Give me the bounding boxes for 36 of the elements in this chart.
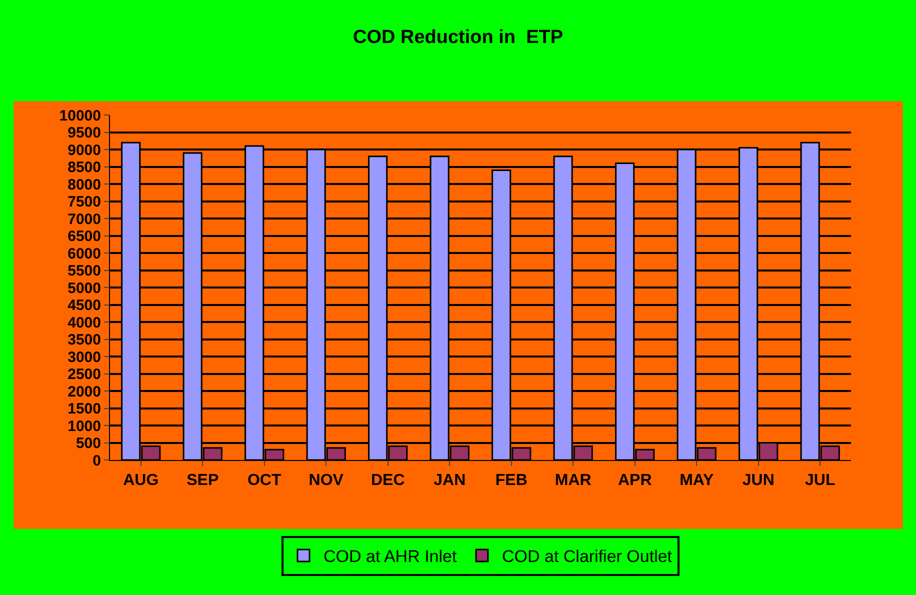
legend-label: COD at AHR Inlet [324,547,457,566]
y-tick-label: 3500 [68,332,101,348]
y-tick-label: 5500 [68,262,101,280]
x-tick-label: FEB [495,472,528,490]
x-tick-label: MAY [680,472,714,490]
y-tick-label: 6000 [68,245,101,262]
y-tick-label: 4500 [68,297,101,314]
y-tick-label: 9000 [68,142,101,159]
y-tick-label: 1500 [68,400,101,418]
x-tick-label: JUN [742,472,774,490]
x-tick-label: OCT [247,472,282,490]
x-tick-label: APR [618,472,652,490]
x-tick-label: DEC [370,472,406,490]
chart-title: COD Reduction in ETP [352,27,564,48]
x-tick-label: MAR [554,472,592,490]
x-tick-label: JAN [434,472,466,490]
y-tick-label: 4000 [68,314,101,332]
y-tick-label: 10000 [59,107,101,124]
x-tick-label: AUG [123,472,159,490]
y-tick-label: 6500 [68,228,101,245]
y-tick-label: 2500 [68,366,101,383]
y-tick-label: 7000 [68,210,101,228]
y-tick-label: 8500 [68,159,101,176]
y-tick-label: 2000 [68,383,101,400]
legend-label: COD at Clarifier Outlet [502,547,672,566]
y-tick-label: 9500 [68,124,101,142]
y-tick-label: 5000 [68,280,101,297]
y-tick-label: 0 [92,452,101,470]
x-tick-label: NOV [308,472,344,490]
x-tick-label: SEP [186,472,219,490]
y-tick-label: 1000 [68,418,101,435]
y-tick-label: 7500 [68,194,101,210]
x-tick-label: JUL [805,472,836,490]
y-tick-label: 8000 [68,176,101,194]
y-tick-label: 500 [76,435,101,452]
y-tick-label: 3000 [68,348,101,366]
